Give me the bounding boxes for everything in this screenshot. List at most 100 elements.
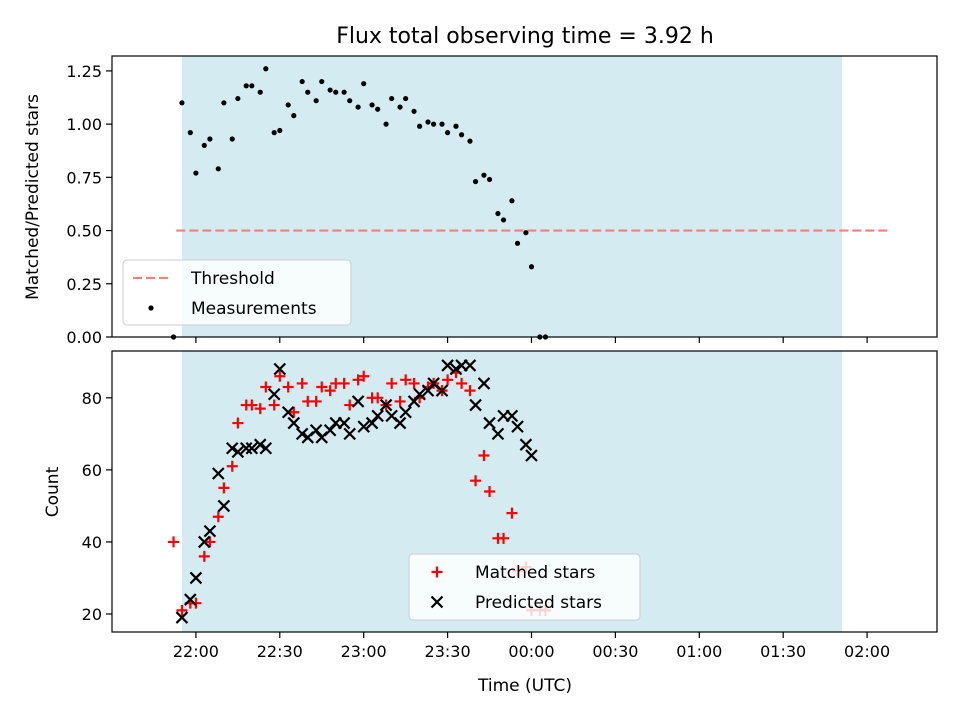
p1-series-1-point-31 — [393, 416, 407, 430]
p0-y-tick-label-3: 0.75 — [66, 168, 102, 187]
p1-series-0-point-47 — [498, 532, 510, 544]
p0-series-0-point-45 — [486, 176, 493, 183]
x-tick-label-0: 22:00 — [173, 642, 219, 661]
p1-series-1-point-23 — [337, 416, 351, 430]
p0-series-0-point-49 — [514, 240, 521, 246]
p1-series-1-point-11 — [253, 438, 267, 451]
p0-series-0-point-17 — [291, 113, 297, 119]
p0-series-0-point-1 — [179, 100, 185, 106]
p1-series-0-point-22 — [324, 385, 336, 397]
p0-legend: Threshold Measurements — [122, 259, 352, 326]
p0-series-0-point-21 — [319, 78, 325, 85]
p1-series-1-point-25 — [351, 395, 365, 408]
p1-series-0-point-32 — [394, 395, 406, 407]
p1-legend: Matched stars Predicted stars — [408, 553, 641, 621]
p1-series-0-point-3 — [190, 597, 202, 609]
p0-series-0-point-39 — [444, 130, 451, 136]
count-y-axis-label: Count — [43, 466, 63, 517]
p1-series-0-point-45 — [484, 486, 496, 497]
p0-y-tick-label-1: 0.25 — [66, 275, 102, 294]
p1-y-tick-label-1: 40 — [82, 533, 102, 552]
p1-series-1-point-37 — [435, 384, 449, 397]
p1-series-1-point-32 — [399, 405, 412, 419]
p0-series-0-point-14 — [271, 130, 277, 136]
p1-series-1-point-41 — [463, 359, 477, 372]
p1-series-0-point-20 — [310, 395, 322, 407]
p1-series-0-point-12 — [254, 403, 266, 415]
p1-series-0-point-41 — [456, 377, 468, 389]
p1-series-1-point-9 — [239, 441, 253, 455]
p0-series-0-point-25 — [347, 98, 353, 104]
p1-series-1-point-39 — [449, 362, 463, 376]
p1-legend-label-0: Matched stars — [475, 563, 595, 583]
p0-series-0-point-26 — [355, 104, 361, 110]
series-measurements — [170, 66, 549, 340]
p1-series-0-point-33 — [400, 374, 412, 386]
p0-series-0-point-30 — [383, 121, 389, 127]
p0-series-0-point-22 — [327, 87, 333, 93]
p1-y-tick-label-3: 80 — [82, 389, 102, 408]
x-tick-label-7: 01:30 — [760, 642, 806, 661]
p1-series-1-point-45 — [491, 427, 505, 441]
p1-series-0-point-29 — [372, 392, 384, 404]
p1-series-1-point-33 — [407, 395, 421, 408]
p0-series-0-point-16 — [285, 102, 291, 108]
p1-series-1-point-1 — [184, 593, 197, 606]
p1-series-0-point-17 — [288, 406, 300, 418]
p1-series-1-point-42 — [469, 398, 482, 412]
p0-series-0-point-44 — [481, 172, 487, 178]
p1-series-1-point-8 — [231, 445, 245, 459]
p1-series-1-point-14 — [273, 362, 287, 376]
p0-series-0-point-12 — [257, 89, 263, 95]
p0-series-0-point-46 — [495, 210, 501, 217]
p1-series-1-point-49 — [519, 438, 533, 451]
p1-series-1-point-7 — [225, 441, 239, 455]
legend-swatch-1 — [430, 595, 444, 609]
p0-series-0-point-32 — [397, 104, 403, 110]
p1-y-tick-label-2: 60 — [82, 461, 102, 480]
p1-series-1-point-35 — [421, 384, 435, 397]
p1-series-0-point-24 — [338, 377, 350, 389]
p0-series-0-point-35 — [417, 123, 423, 129]
x-tick-label-1: 22:30 — [257, 642, 303, 661]
p1-series-0-point-31 — [386, 377, 398, 389]
p1-axes-frame — [111, 350, 938, 633]
p1-series-0-point-1 — [176, 604, 188, 616]
legend-swatch-0 — [431, 566, 443, 578]
x-axis-label: Time (UTC) — [477, 676, 572, 696]
x-tick-label-4: 00:00 — [508, 642, 554, 661]
p0-series-0-point-3 — [193, 170, 199, 176]
p1-series-1-point-21 — [323, 423, 337, 437]
p1-series-1-point-28 — [371, 409, 384, 423]
p1-series-0-point-4 — [198, 550, 210, 562]
p0-y-tick-label-0: 0.00 — [66, 328, 102, 347]
p1-series-1-point-6 — [217, 499, 231, 513]
p1-series-1-point-27 — [365, 416, 379, 430]
p0-axes-frame — [111, 55, 938, 338]
p1-series-0-point-42 — [464, 385, 476, 397]
p1-series-1-point-34 — [413, 387, 426, 401]
p1-series-0-point-11 — [246, 399, 258, 411]
p0-series-0-point-8 — [229, 136, 235, 142]
p1-series-1-point-47 — [505, 409, 519, 423]
p0-series-0-point-34 — [411, 108, 417, 114]
p0-series-0-point-51 — [528, 264, 535, 270]
p1-series-1-point-17 — [295, 427, 309, 441]
p0-series-0-point-10 — [243, 83, 249, 89]
p1-series-1-point-19 — [309, 423, 323, 437]
x-tick-label-3: 23:30 — [425, 642, 471, 661]
p0-series-0-point-42 — [467, 138, 473, 144]
p1-series-0-point-13 — [260, 381, 272, 393]
legend-measurements-swatch — [148, 305, 154, 311]
p0-series-0-point-50 — [523, 230, 529, 236]
count-panel: 20 40 60 80 22:00 22:30 23:00 23:30 00:00 00:30 01… — [82, 350, 938, 661]
p1-series-1-point-43 — [477, 377, 491, 390]
p0-series-0-point-4 — [201, 142, 207, 149]
p0-series-0-point-41 — [458, 132, 465, 138]
p0-legend-label-0: Threshold — [190, 269, 275, 289]
p1-series-0-point-5 — [204, 536, 216, 548]
p1-series-1-point-50 — [525, 449, 538, 462]
p1-series-0-point-27 — [358, 370, 370, 382]
p0-series-0-point-31 — [389, 95, 395, 102]
p0-series-0-point-38 — [439, 121, 445, 127]
